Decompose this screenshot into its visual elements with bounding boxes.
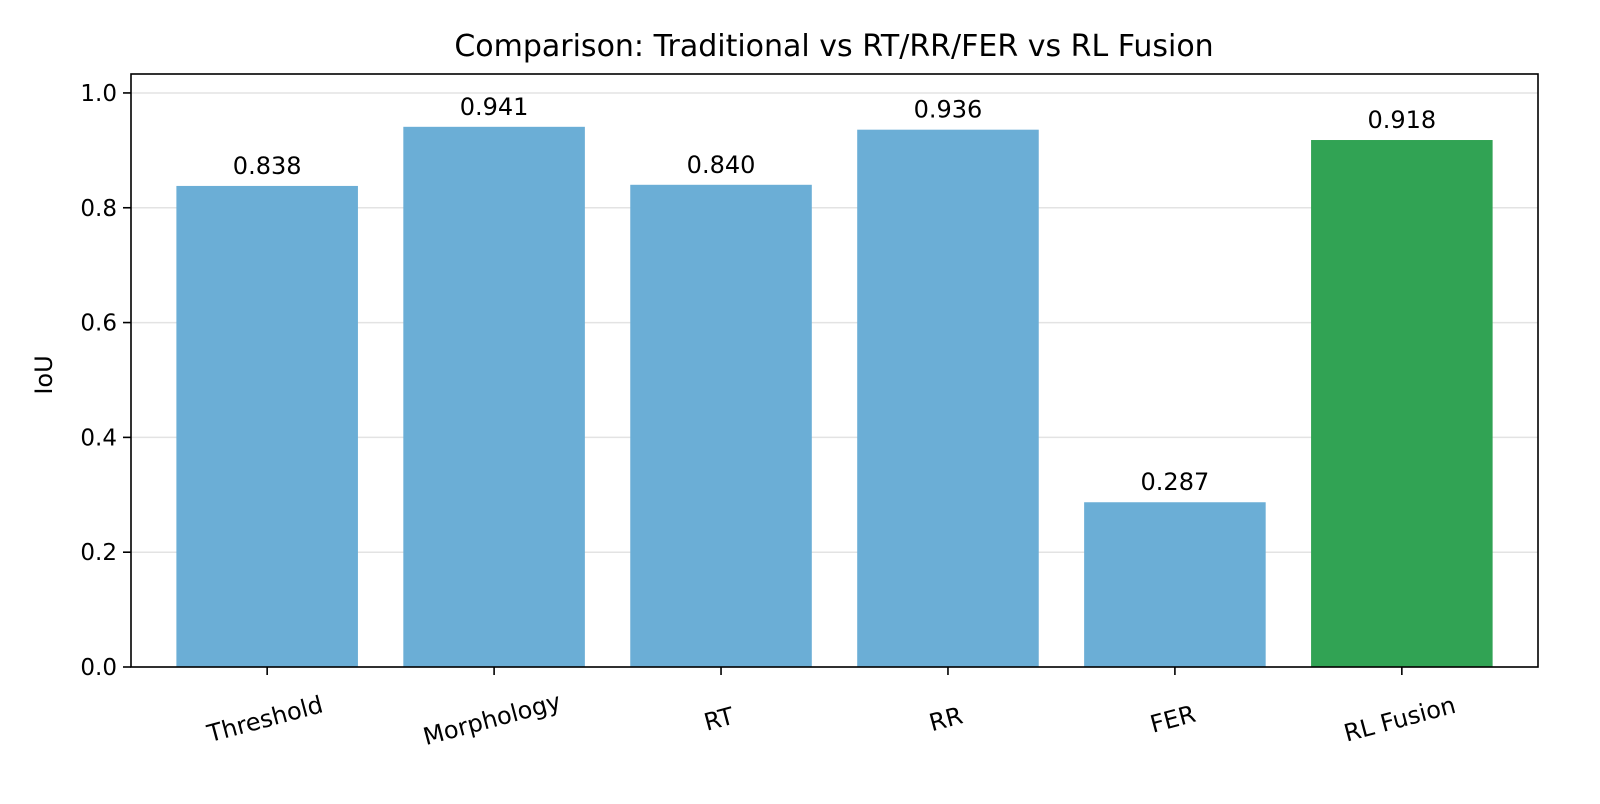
bar-value-label: 0.838	[233, 152, 302, 180]
y-axis-ticks: 0.0 0.2 0.4 0.6 0.8 1.0	[80, 81, 131, 681]
y-tick-label: 0.8	[80, 196, 117, 222]
value-labels: 0.838 0.941 0.840 0.936 0.287 0.918	[233, 93, 1436, 496]
bar-value-label: 0.918	[1367, 106, 1436, 134]
y-tick-label: 0.4	[80, 425, 117, 451]
y-axis-label: IoU	[30, 355, 58, 394]
bar-value-label: 0.287	[1141, 468, 1210, 496]
bar-value-label: 0.840	[687, 151, 756, 179]
bar-rr	[857, 129, 1039, 667]
bar-value-label: 0.941	[460, 93, 529, 121]
bar-rt	[630, 184, 812, 667]
bar-threshold	[176, 185, 358, 667]
bars	[176, 126, 1493, 667]
bar-morphology	[403, 126, 585, 667]
bar-value-label: 0.936	[914, 96, 983, 124]
y-tick-label: 1.0	[80, 81, 117, 107]
plot-frame	[130, 73, 1539, 668]
y-tick-label: 0.0	[80, 655, 117, 681]
bar-rl-fusion	[1311, 140, 1493, 667]
y-tick-label: 0.2	[80, 540, 117, 566]
chart-title: Comparison: Traditional vs RT/RR/FER vs …	[454, 29, 1213, 64]
y-tick-label: 0.6	[80, 311, 117, 337]
bar-fer	[1084, 502, 1266, 667]
